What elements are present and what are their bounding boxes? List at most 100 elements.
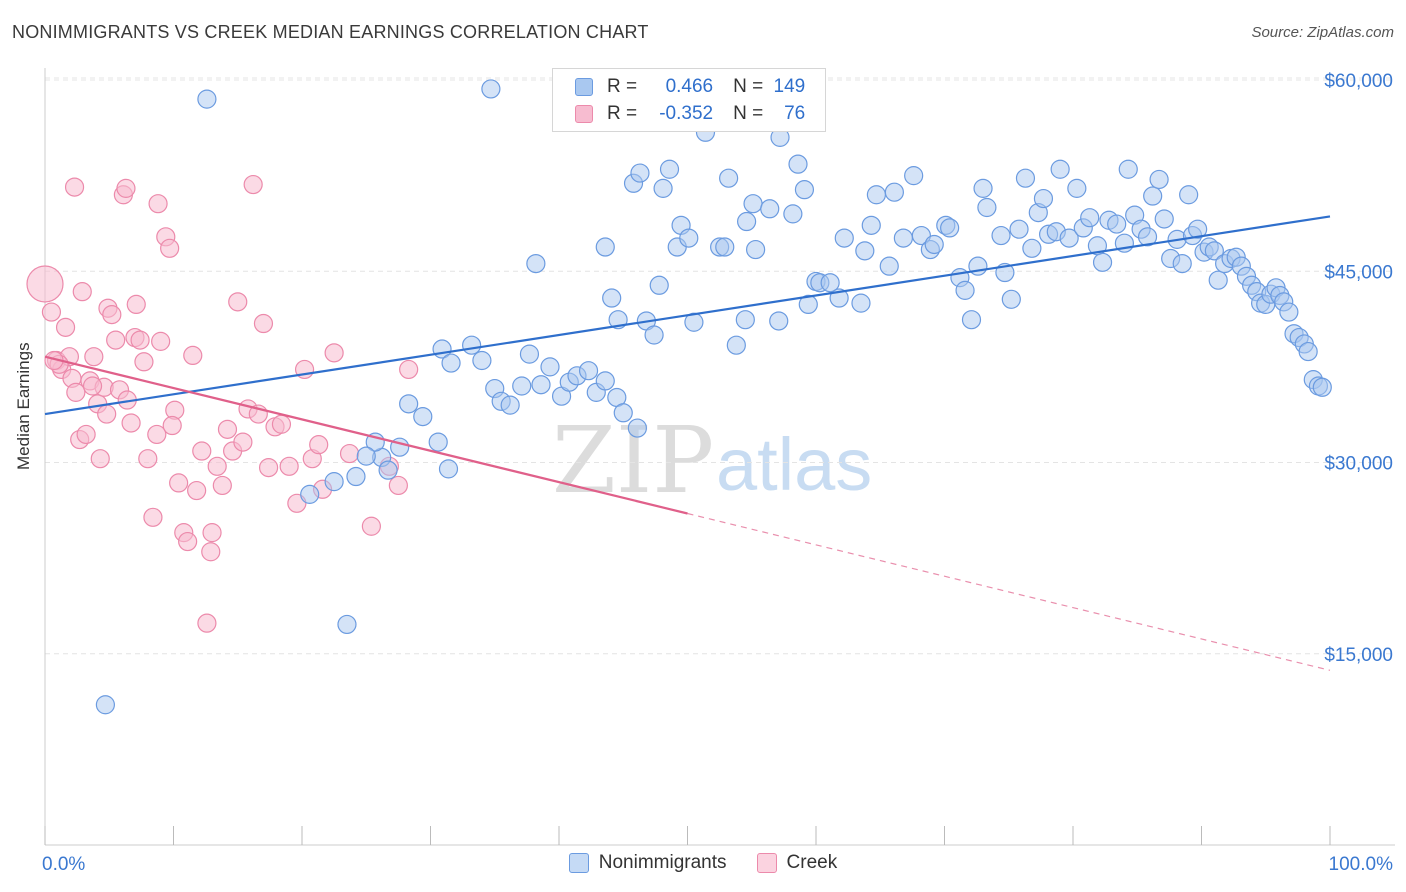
creek-point [130,330,150,350]
creek-point [72,282,92,302]
nonimmigrants-point [595,371,615,391]
nonimmigrants-point [1009,219,1029,239]
nonimmigrants-point [1118,159,1138,179]
nonimmigrants-point [788,154,808,174]
creek-point [258,458,279,478]
creek-point [183,345,203,365]
nonimmigrants-point [719,168,739,188]
creek-point [243,174,263,195]
creek-point [212,475,232,496]
nonimmigrants-points [95,79,1332,715]
nonimmigrants-point [743,194,763,214]
nonimmigrants-point [1050,159,1070,179]
creek-point [339,443,360,464]
legend-item-creek: Creek [756,852,838,874]
creek-point [228,292,248,312]
nonimmigrants-point [1143,186,1163,206]
creek-point [90,449,110,469]
creek-point [143,507,163,527]
nonimmigrants-point [653,178,673,198]
x-tick-label-max: 100.0% [1329,854,1394,875]
nonimmigrants-point [834,228,854,248]
creek-trend-line [44,355,688,515]
nonimmigrants-point [726,335,746,355]
nonimmigrants-point [602,288,622,308]
nonimmigrants-point [783,204,803,224]
nonimmigrants-point [441,353,461,373]
nonimmigrants-point [462,335,482,355]
nonimmigrants-point [644,325,664,345]
nonimmigrants-point [627,418,647,438]
nonimmigrants-point [1149,169,1169,190]
creek-point [207,456,227,476]
nonimmigrants-point [991,225,1011,246]
nonimmigrants-point [300,484,320,504]
legend-swatch-blue [575,78,593,96]
nonimmigrants-point [630,163,650,183]
nonimmigrants-point [197,89,217,109]
creek-point [126,294,146,314]
creek-point [151,331,171,351]
legend-r-value: 0.466 [665,76,714,97]
nonimmigrants-point [973,178,993,198]
nonimmigrants-point [820,273,840,293]
legend-n-value: 149 [773,76,806,97]
creek-point [169,473,189,493]
legend-swatch-blue [568,853,589,873]
watermark-atlas: atlas [716,423,872,506]
nonimmigrants-point [1001,289,1021,309]
nonimmigrants-point [595,237,615,257]
legend-label: Creek [786,852,838,873]
creek-point [66,382,86,402]
y-tick-label: $30,000 [1324,454,1393,475]
nonimmigrants-point [961,310,982,330]
creek-point [147,424,167,445]
nonimmigrants-point [1312,377,1332,397]
axes [44,68,1395,846]
nonimmigrants-point [526,254,546,274]
nonimmigrants-point [613,403,633,423]
creek-point [138,449,158,469]
y-tick-label: $45,000 [1324,262,1393,283]
creek-point [41,302,62,322]
watermark: ZIP atlas [552,407,872,514]
y-tick-label: $15,000 [1324,645,1393,666]
nonimmigrants-point [1033,188,1054,209]
nonimmigrants-point [1204,241,1224,261]
creek-points [26,174,419,633]
nonimmigrants-point [1080,208,1100,228]
nonimmigrants-point [760,199,780,219]
nonimmigrants-point [413,407,433,427]
legend-r-label: R = [607,76,638,97]
y-axis-label: Median Earnings [14,342,33,470]
nonimmigrants-point [861,215,881,235]
creek-point [201,542,221,562]
creek-point [192,441,212,461]
creek-point [202,523,222,543]
nonimmigrants-point [1022,238,1042,258]
nonimmigrants-point [1067,178,1087,198]
nonimmigrants-point [472,350,492,371]
nonimmigrants-point [1154,209,1174,229]
gridlines [45,77,1395,655]
nonimmigrants-point [893,228,913,248]
creek-point [162,415,182,436]
legend-swatch-pink [575,105,593,123]
nonimmigrants-point [1092,252,1113,272]
nonimmigrants-point [1107,214,1127,234]
nonimmigrants-point [769,311,789,331]
nonimmigrants-point [940,218,960,238]
creek-point [26,265,64,303]
creek-point [116,178,136,198]
nonimmigrants-point [519,344,540,364]
nonimmigrants-point [735,310,755,330]
nonimmigrants-point [955,280,975,300]
creek-point [106,330,126,350]
creek-point [399,359,419,380]
nonimmigrants-point [356,446,376,466]
nonimmigrants-point [1137,227,1158,247]
nonimmigrants-point [95,695,115,715]
creek-point [271,414,292,434]
legend-row-nonimmigrants: R = 0.466 N = 149 [575,75,805,99]
nonimmigrants-point [1015,168,1036,188]
